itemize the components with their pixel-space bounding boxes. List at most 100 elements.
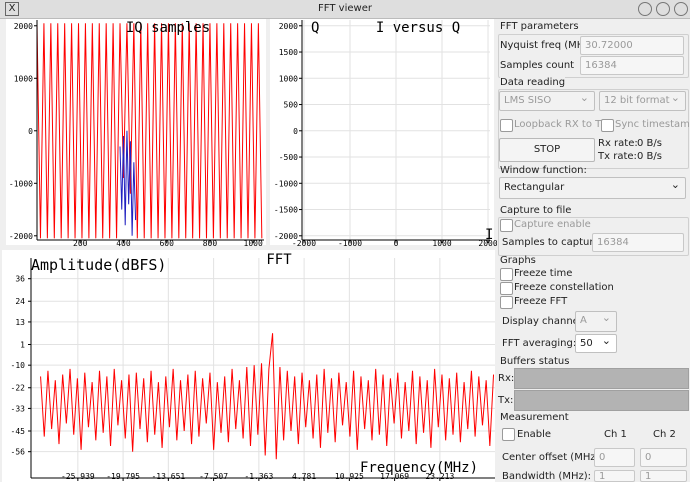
y-tick-label: 500	[284, 101, 299, 110]
iq-title: IQ samples	[126, 20, 210, 36]
group-title: Data reading	[500, 77, 566, 88]
window-combo[interactable]: Rectangular	[499, 175, 686, 199]
checkbox-label: Freeze time	[514, 268, 573, 279]
rate-value: 0 B/s	[637, 138, 662, 149]
checkbox[interactable]	[601, 119, 614, 132]
label: Tx rate:	[598, 151, 637, 162]
fft-y-label: Amplitude(dBFS)	[31, 256, 166, 274]
label: Rx rate:	[598, 138, 638, 149]
x-tick-label: -1.363	[244, 472, 273, 481]
stop-button[interactable]: STOP	[499, 138, 595, 162]
rx-buffer-bar	[514, 368, 689, 389]
tx-buffer-bar	[514, 390, 689, 411]
checkbox-label: Loopback RX to TX	[514, 119, 609, 130]
channel-combo[interactable]: A	[575, 309, 617, 332]
x-tick-label: 200	[73, 239, 88, 248]
checkbox[interactable]	[500, 268, 513, 281]
fft-panel	[2, 250, 495, 482]
label: Window function:	[500, 165, 587, 176]
capture-samples-field[interactable]: 16384	[592, 233, 684, 252]
checkbox[interactable]	[500, 282, 513, 295]
x-tick-label: 0	[394, 239, 399, 248]
x-tick-label: 17.069	[380, 472, 409, 481]
nyquist-field[interactable]: 30.72000	[580, 36, 684, 55]
checkbox[interactable]	[502, 428, 515, 441]
y-tick-label: -22	[11, 384, 26, 393]
x-tick-label: -7.507	[199, 472, 228, 481]
checkbox-label: Capture enable	[514, 219, 591, 230]
x-tick-label: 23.213	[425, 472, 454, 481]
y-tick-label: 0	[293, 127, 298, 136]
y-tick-label: -33	[11, 404, 26, 413]
checkbox[interactable]	[500, 119, 513, 132]
x-tick-label: -2000	[292, 239, 316, 248]
label: Tx:	[498, 395, 514, 406]
label: FFT averaging:	[502, 338, 577, 349]
x-tick-label: 800	[203, 239, 218, 248]
x-tick-label: 10.925	[335, 472, 364, 481]
constellation-x-label: I	[485, 227, 493, 243]
series-line	[40, 333, 495, 460]
center-offset-field[interactable]: 0	[640, 448, 687, 467]
window-title: FFT viewer	[318, 3, 372, 14]
x-tick-label: 1000	[432, 239, 451, 248]
label: Center offset (MHz):	[502, 452, 603, 463]
averaging-spinbox[interactable]: 50	[575, 332, 617, 353]
y-tick-label: 24	[15, 297, 25, 306]
x-tick-label: 4.781	[292, 472, 316, 481]
format-combo[interactable]: 12 bit format	[599, 89, 686, 111]
group-title: FFT parameters	[500, 21, 579, 32]
label: Bandwidth (MHz):	[502, 471, 591, 482]
column-header: Ch 2	[653, 429, 676, 440]
maximize-button[interactable]	[656, 2, 670, 16]
bandwidth-field[interactable]: 1	[594, 470, 635, 482]
x-tick-label: -19.795	[106, 472, 140, 481]
label: Rx:	[498, 373, 515, 384]
x-tick-label: -13.651	[151, 472, 185, 481]
x-tick-label: 1000	[244, 239, 263, 248]
samples-field[interactable]: 16384	[580, 56, 684, 75]
checkbox-label: Sync timestamp	[615, 119, 690, 130]
group-title: Graphs	[500, 255, 536, 266]
y-tick-label: -500	[279, 153, 298, 162]
y-tick-label: -1000	[9, 179, 33, 188]
group-title: Measurement	[500, 412, 569, 423]
constellation-panel	[270, 19, 494, 245]
y-tick-label: -45	[11, 427, 26, 436]
constellation-y-label: Q	[311, 20, 319, 36]
y-tick-label: -10	[11, 361, 26, 370]
y-tick-label: 0	[28, 127, 33, 136]
mode-combo[interactable]: LMS SISO	[499, 89, 595, 111]
column-header: Ch 1	[604, 429, 627, 440]
checkbox-label: Freeze constellation	[514, 282, 614, 293]
x-tick-label: 400	[116, 239, 131, 248]
group-frame	[498, 34, 689, 78]
group-title: Capture to file	[500, 205, 572, 216]
y-tick-label: -2000	[9, 232, 33, 241]
label: Nyquist freq (MHz):	[500, 40, 597, 51]
bandwidth-field[interactable]: 1	[640, 470, 687, 482]
center-offset-field[interactable]: 0	[594, 448, 635, 467]
title-bar: X FFT viewer	[0, 0, 690, 19]
checkbox[interactable]	[500, 219, 513, 232]
group-frame	[498, 217, 689, 256]
x-tick-label: -25.939	[61, 472, 95, 481]
label: Samples to capture:	[502, 237, 603, 248]
checkbox-label: Enable	[517, 429, 552, 440]
minimize-button[interactable]	[638, 2, 652, 16]
app-icon: X	[5, 2, 19, 16]
series-line	[119, 130, 137, 236]
x-tick-label: -1000	[338, 239, 362, 248]
y-tick-label: 1	[20, 340, 25, 349]
constellation-title: I versus Q	[376, 20, 460, 36]
y-tick-label: 13	[15, 318, 25, 327]
close-button[interactable]	[674, 2, 688, 16]
group-title: Buffers status	[500, 356, 570, 367]
y-tick-label: -1000	[274, 179, 298, 188]
label: Display channel:	[502, 316, 585, 327]
checkbox[interactable]	[500, 296, 513, 309]
y-tick-label: 1000	[14, 74, 33, 83]
